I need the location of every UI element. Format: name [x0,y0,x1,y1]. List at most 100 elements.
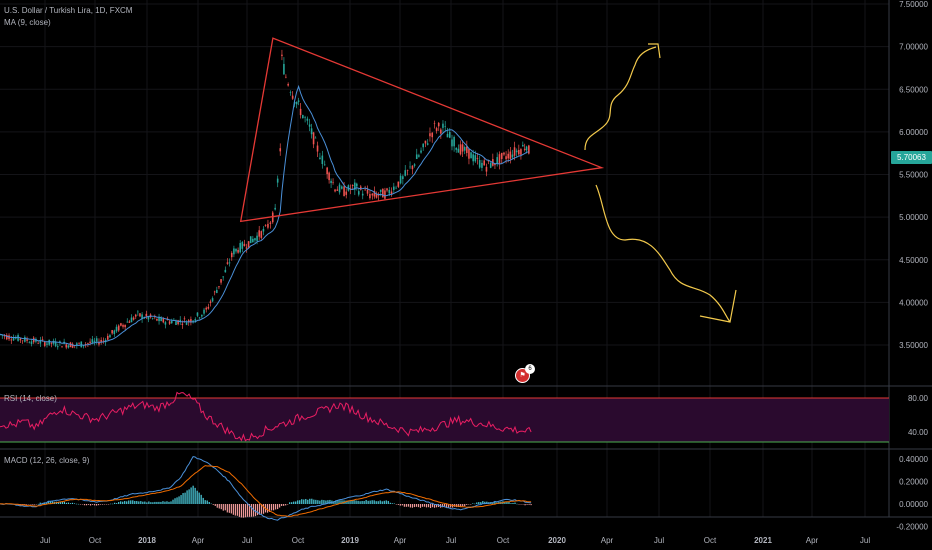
candle-body [126,321,129,323]
candle-body [448,132,451,138]
macd-histogram-bar [478,502,480,504]
macd-histogram-bar [190,487,192,504]
macd-histogram-bar [512,502,514,504]
macd-histogram-bar [73,503,76,504]
candle-body [386,188,388,191]
rsi-legend[interactable]: RSI (14, close) [4,394,57,403]
candle-body [65,344,68,348]
macd-histogram-bar [262,504,265,514]
candle-body [444,126,447,127]
macd-histogram-bar [518,504,520,505]
macd-histogram-bar [458,504,460,508]
candle-body [466,146,468,153]
macd-histogram-bar [91,504,94,505]
candle-body [415,154,418,159]
macd-histogram-bar [140,501,142,504]
candle-body [175,321,177,325]
candle-body [56,346,59,348]
macd-histogram-bar [250,504,253,517]
time-tick-label: Jul [40,536,50,545]
candle-body [409,166,411,168]
candle-body [15,337,17,339]
candle-body [30,341,33,345]
macd-histogram-bar [186,490,188,504]
macd-histogram-bar [174,498,176,504]
macd-histogram-bar [162,501,164,504]
down-scenario-arrow[interactable] [595,184,737,323]
macd-histogram-bar [433,504,436,508]
ma-legend[interactable]: MA (9, close) [4,18,51,27]
macd-histogram-bar [75,503,78,505]
up-scenario-arrow[interactable] [584,43,661,151]
macd-histogram-bar [407,504,409,507]
macd-histogram-bar [317,500,319,504]
candle-body [304,117,306,118]
macd-axis: 0.40000 0.20000 0.00000 -0.20000 [896,455,928,532]
candle-body [520,149,522,155]
main-legend-title[interactable]: U.S. Dollar / Turkish Lira, 1D, FXCM [4,6,133,15]
macd-histogram-bar [178,496,180,504]
macd-histogram-bar [375,501,377,504]
candle-body [457,148,460,153]
candle-body [442,123,444,128]
macd-histogram-bar [443,504,446,508]
macd-histogram-bar [166,501,168,504]
price-tick-label: 6.00000 [899,128,928,137]
macd-histogram-bar [506,501,508,504]
macd-histogram-bar [101,504,104,505]
price-tick-label: 5.00000 [899,213,928,222]
macd-histogram-bar [108,504,110,505]
candle-body [276,178,279,183]
triangle-pattern[interactable] [239,37,605,223]
candle-body [151,318,154,319]
macd-line [0,456,532,521]
macd-histogram-bar [47,501,49,504]
candle-body [474,155,477,162]
candle-body [177,320,179,325]
macd-histogram-bar [110,503,112,505]
macd-histogram-bar [122,501,124,504]
candle-body [468,149,470,159]
candle-body [390,191,393,195]
macd-histogram-bar [27,504,29,505]
candle-body [67,345,70,348]
candle-body [24,337,26,342]
macd-histogram-bar [464,504,466,507]
macd-histogram-bar [427,504,430,508]
macd-histogram-bar [381,501,383,504]
candle-body [52,340,55,344]
candle-body [440,129,442,134]
time-axis[interactable]: Jul Oct 2018 Apr Jul Oct 2019 Apr Jul Oct 2020 Apr J… [40,536,870,545]
macd-histogram-bar [295,501,297,504]
candle-body [235,248,237,252]
macd-histogram-bar [220,504,222,510]
macd-histogram-bar [367,500,369,504]
price-axis[interactable]: 7.50000 7.00000 6.50000 6.00000 5.50000 5.000… [899,0,928,350]
price-tick-label: 3.50000 [899,341,928,350]
candle-body [343,186,345,197]
macd-legend[interactable]: MACD (12, 26, close, 9) [4,456,90,465]
candle-body [503,152,505,155]
candle-body [203,309,205,314]
event-count: 6 [525,364,535,374]
macd-histogram-bar [142,501,144,504]
candle-body [256,235,258,241]
candle-body [207,306,210,309]
pane-dividers [0,0,932,518]
time-tick-label: 2018 [138,536,156,545]
candle-body [134,314,137,317]
macd-histogram-bar [240,504,243,518]
macd-histogram-bar [337,500,339,504]
candle-body [237,249,239,253]
price-tick-label: 4.50000 [899,256,928,265]
candle-body [312,132,315,145]
candle-body [205,307,208,310]
macd-histogram-bar [210,503,212,505]
candle-body [98,341,100,345]
macd-histogram-bar [516,503,518,505]
macd-histogram-bar [164,501,166,504]
macd-histogram-bar [345,500,347,504]
macd-histogram-bar [118,501,120,504]
macd-histogram-bar [97,504,100,506]
